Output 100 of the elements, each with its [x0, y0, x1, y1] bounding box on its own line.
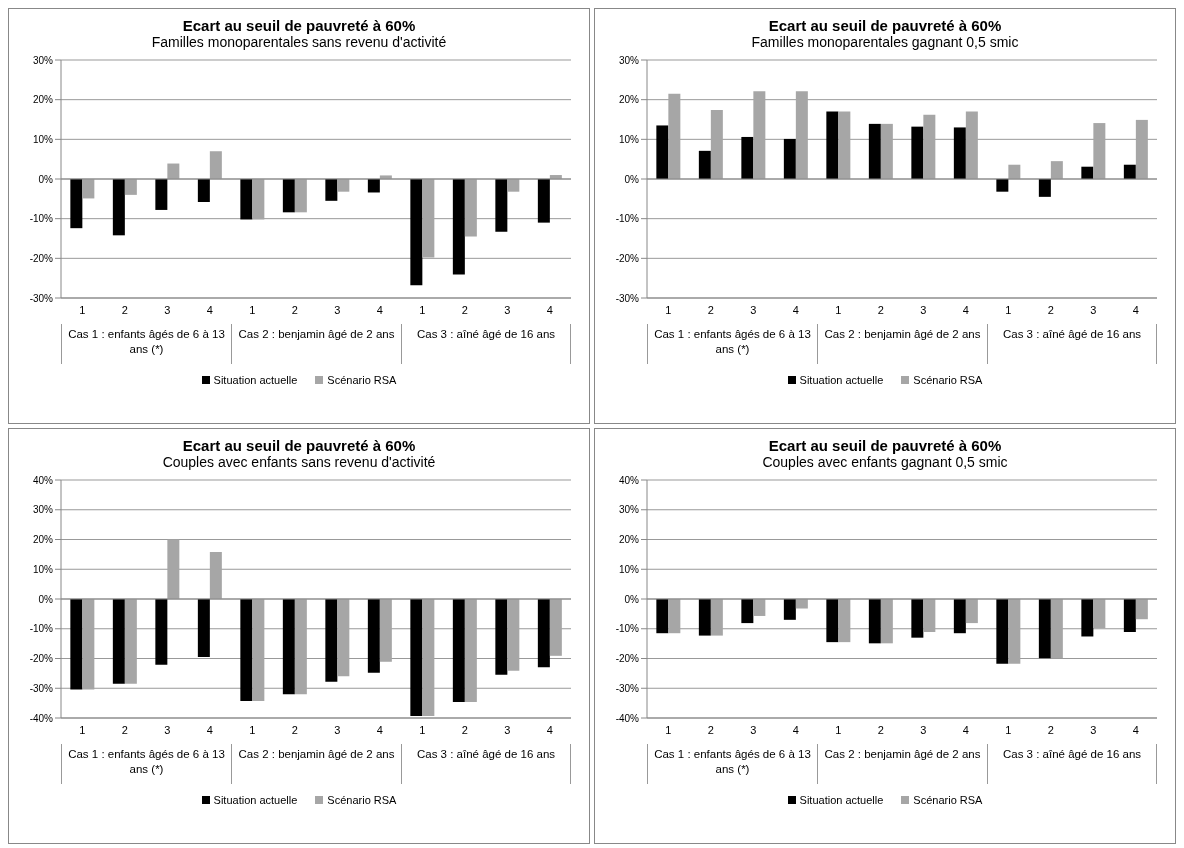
bar [880, 123, 893, 179]
bar [838, 111, 851, 179]
x-tick-label: 1 [249, 303, 256, 316]
chart-subtitle: Couples avec enfants sans revenu d'activité [161, 454, 437, 470]
x-tick-label: 1 [665, 723, 672, 736]
y-tick-label: 0% [624, 593, 640, 605]
x-tick-label: 3 [334, 303, 341, 316]
y-tick-label: 10% [32, 563, 54, 575]
bar [422, 179, 435, 258]
y-tick-label: 30% [618, 54, 640, 66]
bar [452, 599, 465, 702]
x-tick-label: 2 [877, 303, 884, 316]
bar [698, 150, 711, 179]
bar [868, 123, 881, 179]
bar [82, 599, 95, 690]
bar [337, 599, 350, 677]
bar [70, 179, 83, 229]
chart-subtitle: Familles monoparentales gagnant 0,5 smic [750, 34, 1020, 50]
bar [656, 125, 669, 179]
y-tick-label: -30% [615, 682, 640, 694]
bar [495, 599, 508, 675]
x-tick-label: 1 [835, 723, 842, 736]
legend-label: Scénario RSA [912, 794, 983, 806]
bar [537, 599, 550, 668]
text: Cas 3 : aîné âgé de 16 ans [987, 324, 1157, 364]
bar [70, 599, 83, 690]
y-tick-label: -20% [29, 252, 54, 264]
y-tick-label: -10% [29, 213, 54, 225]
bar [668, 93, 681, 179]
y-tick-label: -40% [615, 712, 640, 724]
bar [294, 599, 307, 695]
x-tick-label: 2 [877, 723, 884, 736]
x-tick-label: 1 [419, 303, 426, 316]
chart-title: Ecart au seuil de pauvreté à 60% [181, 17, 417, 34]
bar [240, 599, 253, 702]
bar [741, 136, 754, 179]
bar [953, 127, 966, 179]
bar [197, 599, 210, 658]
bar [410, 599, 423, 716]
bar [240, 179, 253, 220]
chart-title: Ecart au seuil de pauvreté à 60% [181, 437, 417, 454]
x-tick-label: 3 [750, 303, 757, 316]
x-tick-label: 2 [707, 723, 714, 736]
bar [507, 179, 520, 192]
bar [795, 91, 808, 179]
text: Cas 2 : benjamin âgé de 2 ans [231, 744, 401, 784]
x-tick-label: 3 [164, 723, 171, 736]
text: Cas 2 : benjamin âgé de 2 ans [817, 744, 987, 784]
chart-subtitle: Couples avec enfants gagnant 0,5 smic [761, 454, 1009, 470]
x-tick-label: 4 [376, 303, 383, 316]
legend-label: Scénario RSA [326, 794, 397, 806]
x-tick-label: 1 [835, 303, 842, 316]
x-tick-label: 4 [1132, 723, 1139, 736]
y-tick-label: 0% [38, 593, 54, 605]
bar [124, 599, 137, 684]
bar [209, 552, 222, 599]
x-tick-label: 4 [792, 723, 799, 736]
x-tick-label: 1 [419, 723, 426, 736]
text: Cas 1 : enfants âgés de 6 à 13 ans (*) [647, 744, 817, 784]
x-tick-label: 2 [1047, 303, 1054, 316]
x-tick-label: 3 [164, 303, 171, 316]
bar [923, 114, 936, 179]
bar [753, 91, 766, 179]
bar [124, 179, 137, 195]
bar [1050, 161, 1063, 179]
x-tick-label: 4 [546, 723, 553, 736]
y-tick-label: 20% [32, 534, 54, 546]
chart-subtitle: Familles monoparentales sans revenu d'activité [150, 34, 448, 50]
text: Cas 2 : benjamin âgé de 2 ans [817, 324, 987, 364]
legend-label: Situation actuelle [798, 374, 884, 386]
bar [167, 539, 180, 599]
bar [112, 179, 125, 236]
y-tick-label: 10% [618, 563, 640, 575]
bar [911, 126, 924, 179]
bar [379, 599, 392, 662]
bar [783, 138, 796, 179]
y-tick-label: -20% [29, 653, 54, 665]
bar [337, 179, 350, 192]
x-tick-label: 2 [1047, 723, 1054, 736]
x-tick-label: 3 [1090, 723, 1097, 736]
bar [826, 111, 839, 179]
bar [82, 179, 95, 199]
x-tick-label: 2 [291, 303, 298, 316]
bar [965, 111, 978, 179]
bar [410, 179, 423, 286]
y-tick-label: 20% [618, 94, 640, 106]
bar [197, 179, 210, 203]
x-tick-label: 2 [461, 303, 468, 316]
x-tick-label: 4 [376, 723, 383, 736]
legend-label: Situation actuelle [212, 794, 298, 806]
legend-label: Situation actuelle [798, 794, 884, 806]
bar [252, 179, 265, 220]
bar [252, 599, 265, 702]
bar [367, 599, 380, 673]
x-tick-label: 2 [121, 723, 128, 736]
bar [282, 179, 295, 213]
y-tick-label: 30% [32, 504, 54, 516]
y-tick-label: -40% [29, 712, 54, 724]
bar [452, 179, 465, 275]
y-tick-label: -20% [615, 653, 640, 665]
